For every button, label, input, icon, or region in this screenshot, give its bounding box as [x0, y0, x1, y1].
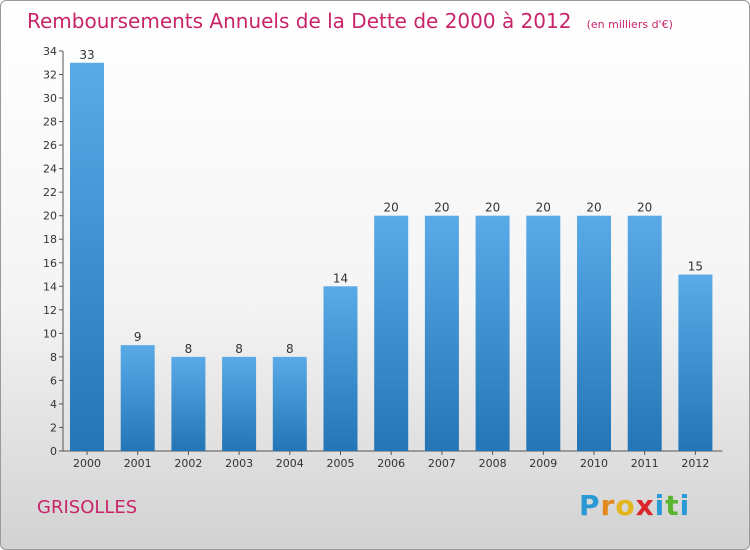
- x-tick-label-2010: 2010: [580, 457, 608, 470]
- x-tick-label-2001: 2001: [124, 457, 152, 470]
- x-tick-label-2003: 2003: [225, 457, 253, 470]
- x-tick-label-2005: 2005: [327, 457, 355, 470]
- bar-2011: [627, 215, 662, 451]
- x-tick-label-2006: 2006: [377, 457, 405, 470]
- data-label-2002: 8: [185, 342, 193, 356]
- proxiti-logo: Proxiti: [579, 489, 690, 522]
- y-tick-label: 26: [43, 139, 57, 152]
- bar-2010: [577, 215, 611, 451]
- y-tick-label: 28: [43, 116, 57, 129]
- city-name: GRISOLLES: [37, 497, 138, 518]
- chart-title: Remboursements Annuels de la Dette de 20…: [27, 9, 673, 33]
- bars: [70, 62, 713, 451]
- data-labels: 33 9 8 8 8 14 20 20 20 20 20 20 15: [79, 48, 703, 356]
- bar-2005: [323, 286, 358, 451]
- bar-2012: [678, 274, 713, 451]
- data-label-2003: 8: [235, 342, 243, 356]
- y-tick-label: 6: [50, 374, 57, 387]
- bar-2003: [222, 356, 257, 451]
- data-label-2009: 20: [536, 201, 551, 215]
- x-tick-label-2012: 2012: [681, 457, 709, 470]
- data-label-2004: 8: [286, 342, 294, 356]
- data-label-2005: 14: [333, 271, 348, 285]
- bar-2008: [475, 215, 510, 451]
- y-tick-label: 14: [43, 280, 57, 293]
- y-tick-label: 12: [43, 304, 57, 317]
- data-label-2001: 9: [134, 330, 142, 344]
- y-tick-label: 34: [43, 45, 57, 58]
- data-label-2008: 20: [485, 201, 500, 215]
- title-text: Remboursements Annuels de la Dette de 20…: [27, 9, 572, 33]
- logo-letter: o: [615, 489, 636, 522]
- data-label-2010: 20: [586, 201, 601, 215]
- logo-letter: t: [665, 489, 680, 522]
- y-tick-label: 20: [43, 210, 57, 223]
- logo-letter: i: [654, 489, 666, 522]
- bar-2007: [424, 215, 459, 451]
- bar-2002: [171, 356, 206, 451]
- y-tick-label: 30: [43, 92, 57, 105]
- bar-2004: [272, 356, 307, 451]
- logo-letter: P: [579, 489, 601, 522]
- y-tick-label: 32: [43, 69, 57, 82]
- logo-letter: x: [635, 489, 655, 522]
- data-label-2006: 20: [384, 201, 399, 215]
- x-tick-label-2004: 2004: [276, 457, 304, 470]
- data-label-2000: 33: [79, 48, 94, 62]
- y-tick-label: 10: [43, 327, 57, 340]
- logo-letter: r: [600, 489, 616, 522]
- bar-2009: [526, 215, 561, 451]
- bar-2006: [374, 215, 409, 451]
- x-axis: 2000 2001 2002 2003 2004 2005 2006 2007 2008 2009…: [63, 450, 723, 470]
- y-tick-label: 0: [50, 445, 57, 458]
- y-tick-label: 4: [50, 398, 57, 411]
- y-tick-label: 22: [43, 186, 57, 199]
- x-tick-label-2009: 2009: [529, 457, 557, 470]
- y-tick-label: 24: [43, 163, 57, 176]
- x-tick-label-2007: 2007: [428, 457, 456, 470]
- y-tick-label: 8: [50, 351, 57, 364]
- data-label-2012: 15: [688, 260, 703, 274]
- data-label-2011: 20: [637, 201, 652, 215]
- title-unit: (en milliers d'€): [586, 18, 673, 31]
- x-tick-label-2002: 2002: [174, 457, 202, 470]
- bar-2000: [70, 62, 104, 451]
- logo-letter: i: [679, 489, 691, 522]
- x-tick-label-2008: 2008: [479, 457, 507, 470]
- y-tick-label: 16: [43, 257, 57, 270]
- x-tick-label-2000: 2000: [73, 457, 101, 470]
- bar-2001: [120, 345, 155, 451]
- y-tick-label: 2: [50, 421, 57, 434]
- x-tick-label-2011: 2011: [631, 457, 659, 470]
- y-tick-label: 18: [43, 233, 57, 246]
- data-label-2007: 20: [434, 201, 449, 215]
